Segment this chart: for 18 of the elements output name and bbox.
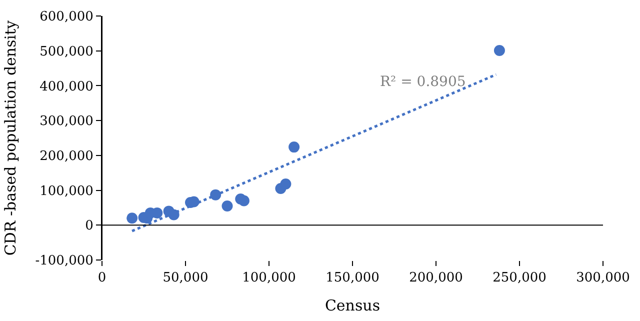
y-tick-label: 100,000 (40, 184, 94, 199)
x-tick-label: 300,000 (576, 270, 630, 286)
y-tick-label: 600,000 (40, 10, 94, 25)
y-tick-label: 500,000 (40, 44, 94, 60)
x-tick-label: 100,000 (242, 270, 296, 286)
x-tick-label: 50,000 (162, 270, 208, 286)
annotation: R² = 0.8905 (380, 74, 466, 90)
x-tick-label: 150,000 (326, 270, 380, 286)
x-tick-label: 200,000 (409, 270, 463, 286)
y-tick-label: 400,000 (40, 79, 94, 94)
x-axis-title: Census (324, 296, 380, 315)
y-tick-label: -100,000 (35, 254, 94, 269)
y-axis-title: CDR -based population density (1, 20, 20, 256)
y-tick-label: 200,000 (40, 148, 94, 164)
x-tick-label: 0 (98, 270, 106, 286)
x-tick-label: 250,000 (492, 270, 546, 286)
y-tick-label: 0 (85, 218, 94, 234)
y-tick-label: 300,000 (40, 114, 94, 130)
